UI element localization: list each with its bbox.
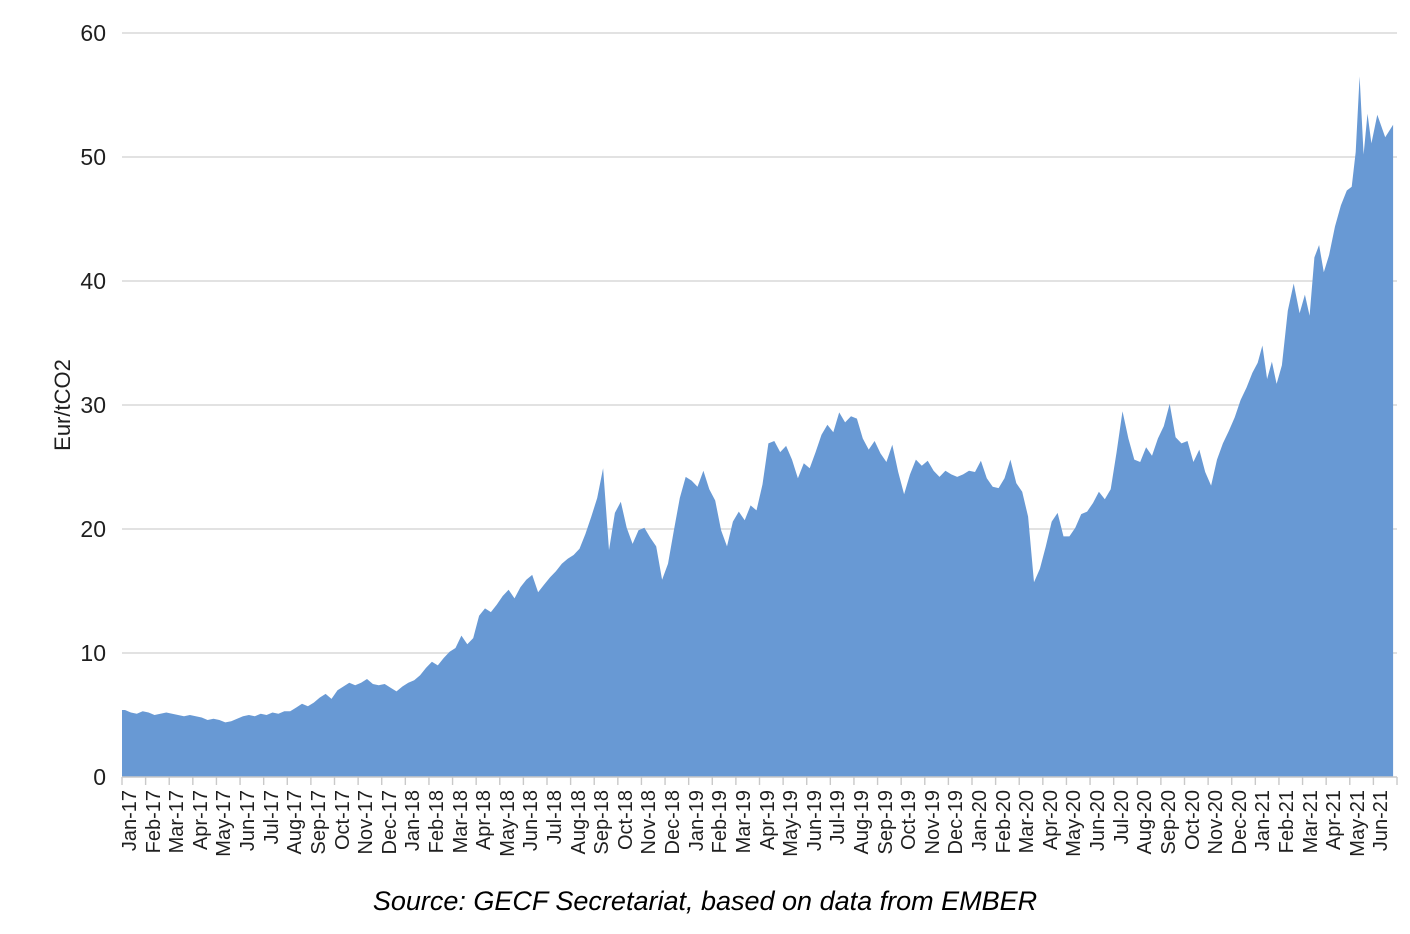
x-tick-label: Mar-20 xyxy=(1016,790,1039,854)
x-tick-label: Aug-20 xyxy=(1134,790,1157,855)
y-tick-label: 40 xyxy=(80,268,106,294)
x-tick-label: Mar-17 xyxy=(166,790,189,854)
y-tick-label: 0 xyxy=(93,764,106,790)
y-tick-label: 10 xyxy=(80,640,106,666)
x-tick-label: Nov-17 xyxy=(355,790,378,855)
price-area-series xyxy=(122,76,1394,777)
y-tick-label: 60 xyxy=(80,20,106,46)
x-tick-label: Dec-17 xyxy=(378,790,401,855)
x-tick-label: Aug-18 xyxy=(567,790,590,855)
x-tick-label: Mar-19 xyxy=(732,790,755,854)
x-tick-label: Aug-19 xyxy=(850,790,873,855)
x-tick-label: Dec-18 xyxy=(662,790,685,855)
y-tick-label: 50 xyxy=(80,144,106,170)
plot-area xyxy=(121,32,1398,785)
x-tick-label: Jan-17 xyxy=(119,790,141,852)
x-tick-label: Jul-18 xyxy=(544,790,566,845)
x-tick-label: Oct-18 xyxy=(614,790,637,851)
x-tick-label: Oct-17 xyxy=(331,790,354,851)
x-tick-label: May-17 xyxy=(213,790,236,857)
x-tick-label: Dec-19 xyxy=(945,790,968,855)
x-tick-label: Nov-18 xyxy=(638,790,661,855)
x-tick-label: Mar-18 xyxy=(449,790,472,854)
x-tick-label: Mar-21 xyxy=(1299,790,1322,854)
x-tick-label: Apr-21 xyxy=(1323,790,1346,851)
x-tick-label: Apr-17 xyxy=(189,790,212,851)
x-tick-label: Jun-21 xyxy=(1370,790,1393,852)
x-tick-label: Feb-19 xyxy=(709,790,732,854)
x-tick-label: Jan-18 xyxy=(402,790,425,852)
x-tick-label: Feb-21 xyxy=(1275,790,1298,854)
x-tick-label: Jan-20 xyxy=(969,790,991,852)
x-tick-label: May-19 xyxy=(780,790,803,857)
x-tick-label: Apr-19 xyxy=(756,790,779,851)
x-tick-label: Sep-20 xyxy=(1157,790,1180,855)
x-tick-label: Jul-20 xyxy=(1110,790,1133,845)
x-tick-label: Apr-18 xyxy=(473,790,496,851)
x-tick-label: Apr-20 xyxy=(1039,790,1062,851)
x-tick-label: Nov-20 xyxy=(1205,790,1228,855)
x-tick-label: Jun-17 xyxy=(237,790,260,852)
x-tick-label: Sep-18 xyxy=(591,790,614,855)
x-tick-label: Jan-19 xyxy=(685,790,708,852)
y-tick-label: 30 xyxy=(80,392,106,418)
x-tick-label: May-18 xyxy=(496,790,519,857)
x-tick-label: Oct-20 xyxy=(1181,790,1204,851)
x-tick-label: Jun-20 xyxy=(1087,790,1110,852)
x-tick-label: Nov-19 xyxy=(921,790,944,855)
x-tick-label: Sep-17 xyxy=(307,790,330,855)
source-note: Source: GECF Secretariat, based on data … xyxy=(372,886,1038,916)
x-tick-label: May-20 xyxy=(1063,790,1086,857)
x-tick-label: Feb-17 xyxy=(142,790,165,854)
x-tick-label: Jan-21 xyxy=(1252,790,1275,852)
x-tick-label: Feb-20 xyxy=(992,790,1015,854)
x-tick-label: May-21 xyxy=(1346,790,1369,857)
x-tick-label: Aug-17 xyxy=(284,790,307,855)
x-tick-label: Jul-17 xyxy=(260,790,283,845)
x-tick-label: Jun-19 xyxy=(803,790,826,852)
x-tick-label: Dec-20 xyxy=(1228,790,1251,855)
x-tick-label: Feb-18 xyxy=(425,790,448,854)
x-tick-label: Jun-18 xyxy=(520,790,543,852)
x-tick-label: Sep-19 xyxy=(874,790,897,855)
x-tick-label: Oct-19 xyxy=(898,790,921,851)
x-tick-label: Jul-19 xyxy=(827,790,850,845)
y-tick-label: 20 xyxy=(80,516,106,542)
